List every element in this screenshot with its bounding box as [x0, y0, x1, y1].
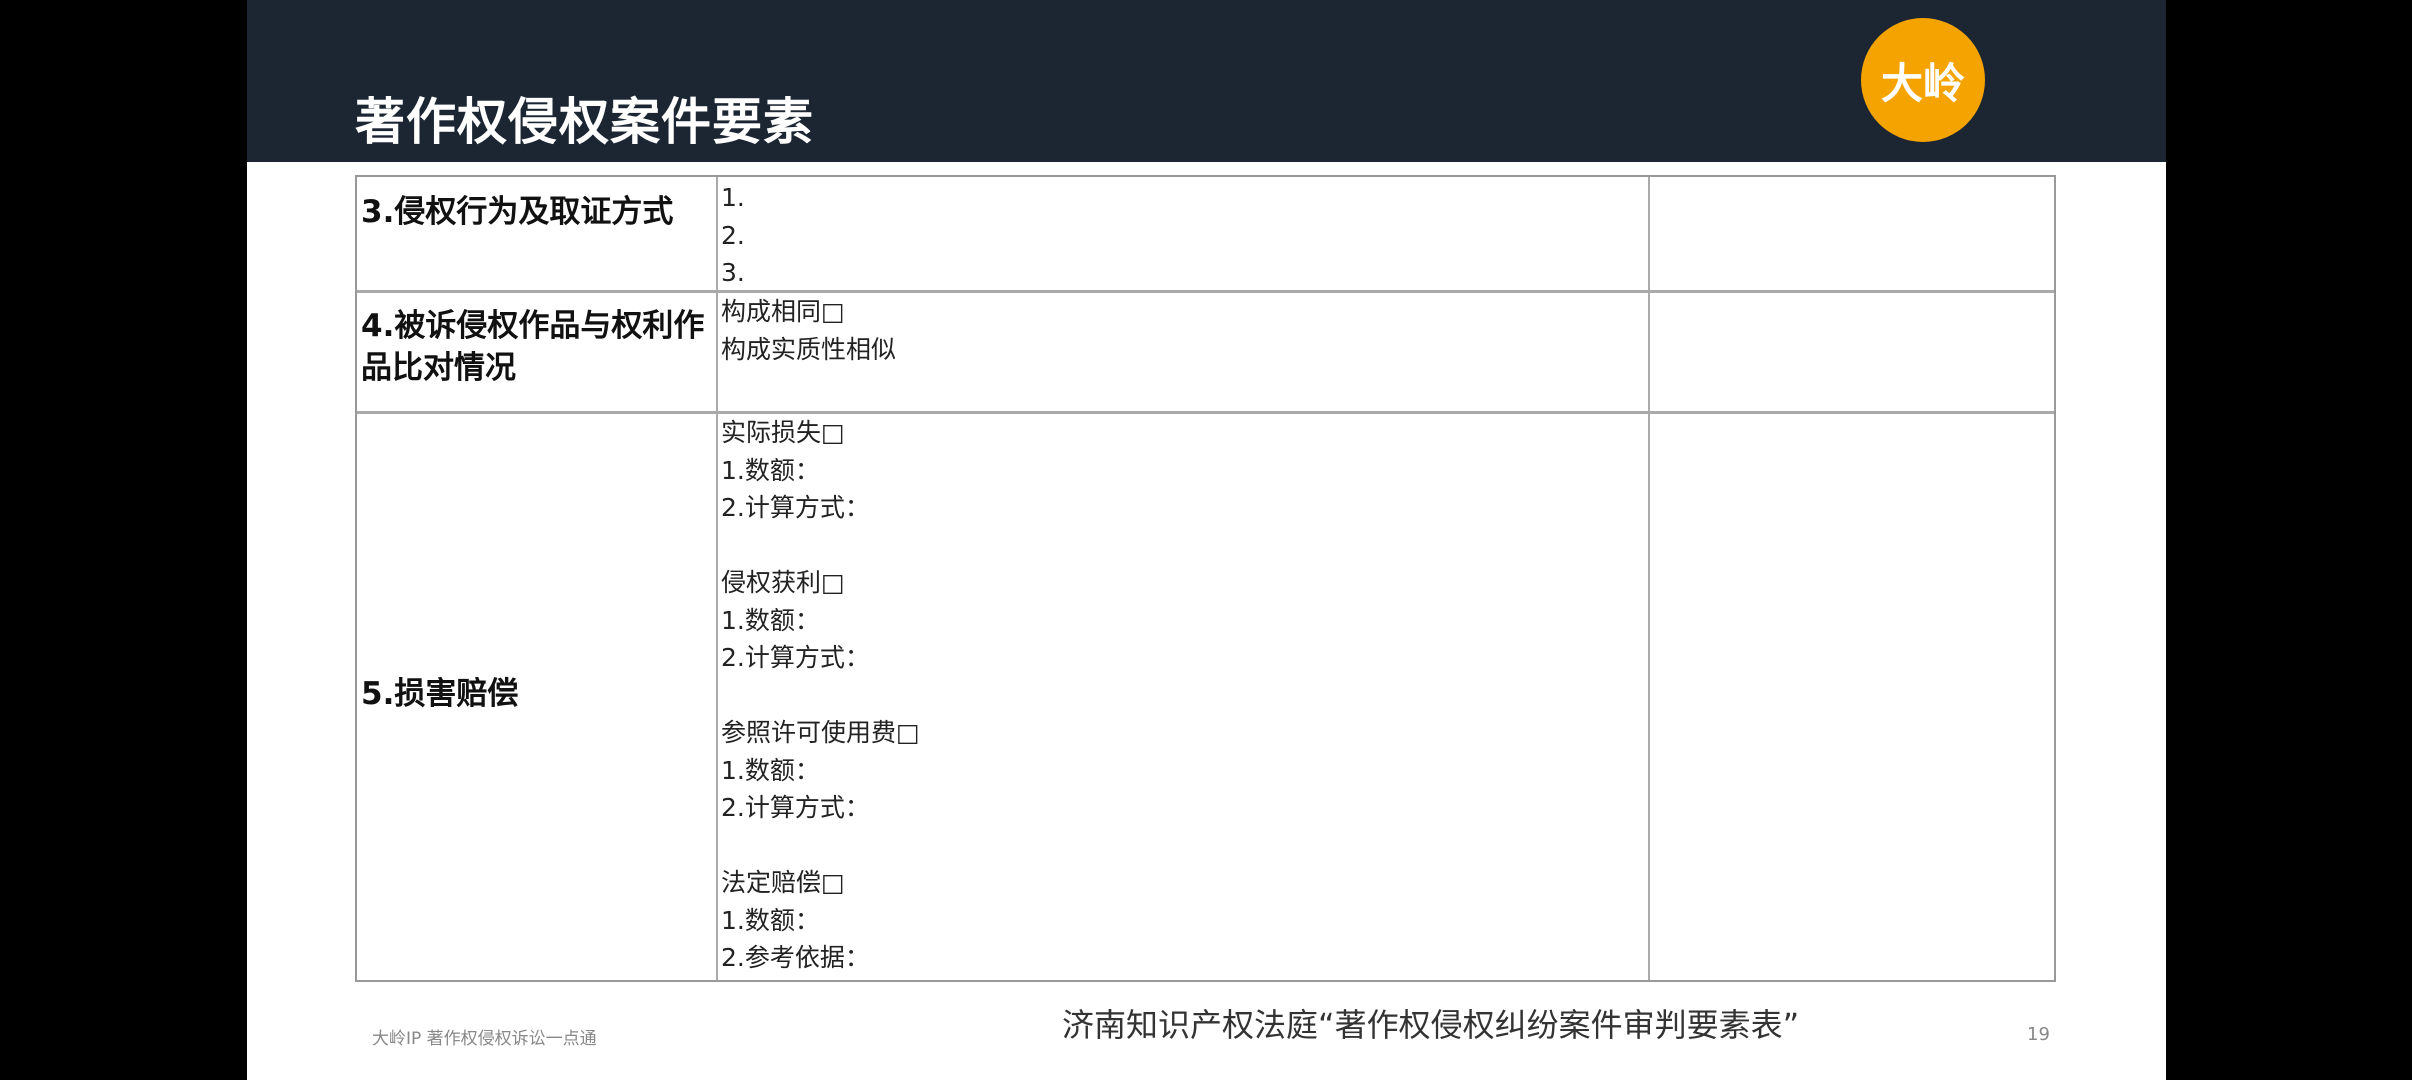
content-line: 1.数额： — [721, 755, 820, 785]
elements-table: 3.侵权行为及取证方式 1. 2. 3. 4.被诉侵权作品与权利作品比对情况 构成相… — [355, 175, 2056, 982]
slide-title: 著作权侵权案件要素 — [355, 93, 814, 151]
content-line — [721, 677, 920, 715]
content-line: 1.数额： — [721, 605, 820, 635]
content-line: 构成相同□ — [721, 297, 845, 326]
row-label: 5.损害赔偿 — [361, 676, 519, 712]
content-line: 2.参考依据： — [721, 943, 870, 972]
content-line: 3. — [721, 258, 745, 287]
row-content: 构成相同□ 构成实质性相似 — [721, 293, 896, 368]
slide-header: 著作权侵权案件要素 大岭 — [247, 0, 2166, 162]
content-line: 侵权获利□ — [721, 568, 845, 597]
row-content: 实际损失□ 1.数额： 2.计算方式： 侵权获利□ 1.数额： 2.计算方式： 参照许可… — [721, 414, 920, 977]
content-line: 1.数额： — [721, 455, 820, 485]
content-line: 2.计算方式： — [721, 793, 870, 822]
content-line: 构成实质性相似 — [721, 334, 897, 364]
row-label: 4.被诉侵权作品与权利作品比对情况 — [361, 308, 705, 386]
content-line: 法定赔偿□ — [721, 868, 845, 897]
content-line: 参照许可使用费□ — [721, 718, 920, 747]
content-line: 2.计算方式： — [721, 493, 870, 522]
content-line: 2.计算方式： — [721, 643, 870, 672]
content-line — [721, 527, 920, 565]
row-label: 3.侵权行为及取证方式 — [361, 194, 674, 230]
content-line: 1.数额： — [721, 905, 820, 935]
row-divider — [357, 411, 2054, 414]
logo: 大岭 — [1861, 18, 1985, 142]
slide: 著作权侵权案件要素 大岭 3.侵权行为及取证方式 1. 2. 3. 4.被诉侵权作品… — [247, 0, 2166, 1080]
caption: 济南知识产权法庭“著作权侵权纠纷案件审判要素表” — [1062, 1006, 1800, 1044]
column-divider — [1648, 177, 1650, 980]
content-line: 2. — [721, 220, 745, 250]
row-divider — [357, 290, 2054, 293]
page-number: 19 — [2027, 1024, 2050, 1045]
column-divider — [716, 177, 718, 980]
row-content: 1. 2. 3. — [721, 179, 745, 292]
content-line: 1. — [721, 183, 745, 212]
footer-left: 大岭IP 著作权侵权诉讼一点通 — [372, 1029, 597, 1049]
content-line: 实际损失□ — [721, 418, 845, 447]
content-line — [721, 827, 920, 865]
